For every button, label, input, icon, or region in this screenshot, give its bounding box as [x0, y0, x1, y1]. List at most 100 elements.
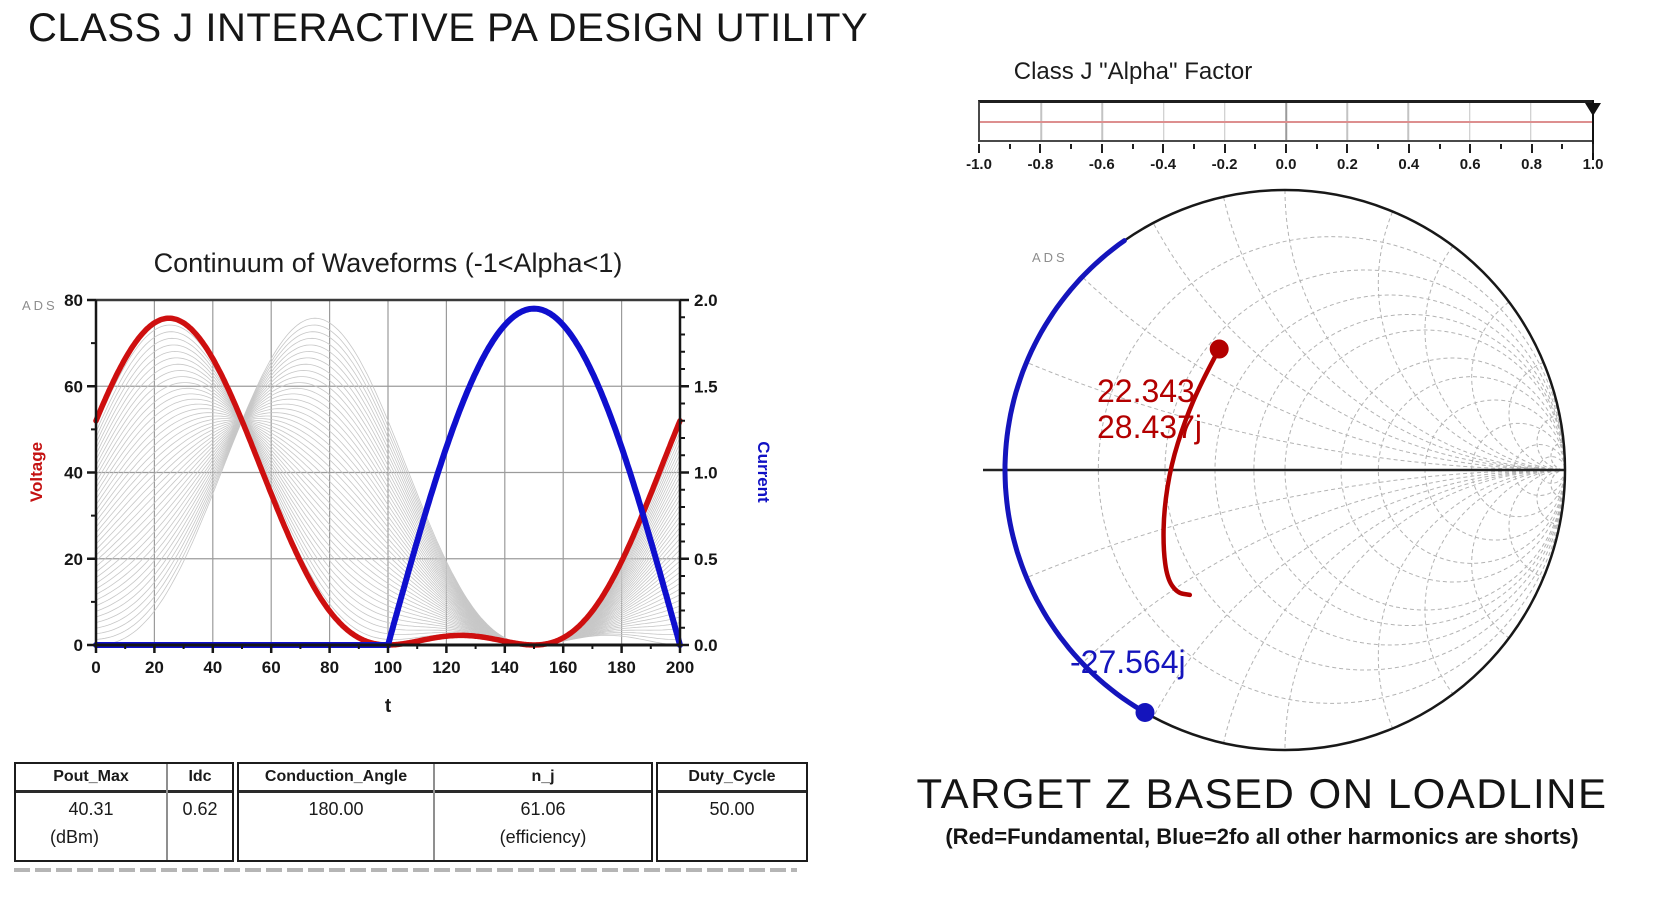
alpha-slider-ticks: [978, 144, 1594, 154]
table-col-conduction-angle: Conduction_Angle 180.00: [239, 764, 433, 860]
table-col-duty-cycle: Duty_Cycle 50.00: [658, 764, 806, 860]
svg-text:60: 60: [64, 377, 83, 396]
svg-text:200: 200: [666, 658, 694, 677]
smith-chart-plot: [983, 188, 1567, 752]
slider-tick: [978, 144, 980, 153]
column-header: Conduction_Angle: [239, 764, 433, 793]
alpha-slider-title: Class J "Alpha" Factor: [1013, 58, 1253, 85]
table-cell: 0.62: [182, 799, 218, 819]
svg-text:20: 20: [145, 658, 164, 677]
slider-tick: [1223, 144, 1226, 153]
table-group-output: Pout_Max 40.31 (dBm) Idc 0.62: [14, 762, 234, 862]
svg-text:140: 140: [491, 658, 519, 677]
slider-tick: [1039, 144, 1042, 153]
waveform-chart-panel: Continuum of Waveforms (-1<Alpha<1) ADS …: [18, 246, 782, 726]
table-group-duty-cycle: Duty_Cycle 50.00: [656, 762, 808, 862]
second-harmonic-marker[interactable]: [1135, 702, 1155, 722]
column-header: Idc: [168, 764, 232, 793]
smith-chart-panel: ADS 22.343 28.437j -27.564j: [975, 178, 1595, 778]
slider-tick: [1530, 144, 1533, 153]
slider-tick: [1592, 144, 1594, 153]
slider-tick: [1162, 144, 1165, 153]
slider-tick-label: -0.2: [1211, 156, 1238, 173]
svg-text:180: 180: [607, 658, 635, 677]
table-cell: 61.06 (efficiency): [499, 799, 587, 847]
target-z-heading: TARGET Z BASED ON LOADLINE: [916, 770, 1608, 817]
slider-tick-label: -0.6: [1088, 156, 1115, 173]
svg-text:40: 40: [203, 658, 222, 677]
slider-tick: [1285, 144, 1287, 153]
slider-tick: [1407, 144, 1410, 153]
target-z-subheading: (Red=Fundamental, Blue=2fo all other har…: [945, 824, 1579, 849]
svg-text:0.5: 0.5: [694, 550, 718, 569]
table-col-n-j: n_j 61.06 (efficiency): [433, 764, 651, 860]
slider-tick: [1438, 144, 1441, 149]
target-z-caption: TARGET Z BASED ON LOADLINE (Red=Fundamen…: [880, 770, 1644, 850]
svg-text:0.0: 0.0: [694, 636, 718, 655]
results-table: Pout_Max 40.31 (dBm) Idc 0.62 Conduction…: [14, 762, 808, 862]
waveform-chart-title: Continuum of Waveforms (-1<Alpha<1): [153, 248, 623, 278]
svg-text:2.0: 2.0: [694, 291, 718, 310]
slider-tick: [1377, 144, 1380, 149]
svg-text:40: 40: [64, 464, 83, 483]
table-group-angle-efficiency: Conduction_Angle 180.00 n_j 61.06 (effic…: [237, 762, 653, 862]
table-underline: [14, 868, 797, 872]
svg-text:1.0: 1.0: [694, 464, 718, 483]
alpha-slider-tick-labels: -1.0 -0.8 -0.6 -0.4 -0.2 0.0 0.2 0.4 0.6 0.8 1.0: [966, 156, 1603, 176]
ads-watermark: ADS: [22, 298, 58, 313]
fundamental-impedance-label: 22.343 28.437j: [1097, 373, 1202, 446]
alpha-slider-track[interactable]: [978, 100, 1594, 142]
svg-text:0: 0: [91, 658, 100, 677]
svg-text:0: 0: [74, 636, 83, 655]
svg-text:80: 80: [320, 658, 339, 677]
svg-text:100: 100: [374, 658, 402, 677]
svg-text:60: 60: [262, 658, 281, 677]
fundamental-marker[interactable]: [1209, 339, 1229, 359]
slider-tick: [1070, 144, 1073, 149]
svg-text:20: 20: [64, 550, 83, 569]
slider-tick-label: 0.2: [1336, 156, 1358, 173]
slider-tick: [1131, 144, 1134, 149]
slider-tick-label: -0.8: [1027, 156, 1054, 173]
slider-thumb-line: [1591, 100, 1595, 160]
column-header: Duty_Cycle: [658, 764, 806, 793]
slider-tick-label: 0.8: [1521, 156, 1543, 173]
waveform-plot: 0 20 40 60 80 0.0 0.5 1.0 1.5 2.0 0 20 40 60 80 100 120 1…: [64, 291, 718, 677]
voltage-axis-label: Voltage: [27, 441, 46, 503]
svg-text:1.5: 1.5: [694, 377, 718, 396]
alpha-slider-value-line: [980, 120, 1592, 123]
slider-tick: [1315, 144, 1318, 149]
fundamental-trace: [1161, 346, 1222, 598]
second-harmonic-arc: [1002, 238, 1144, 713]
table-col-pout-max: Pout_Max 40.31 (dBm): [16, 764, 166, 860]
time-axis-label: t: [384, 696, 392, 717]
slider-tick: [1499, 144, 1502, 149]
slider-tick-label: -0.4: [1150, 156, 1177, 173]
column-header: Pout_Max: [16, 764, 166, 793]
table-cell: 40.31 (dBm): [50, 799, 114, 847]
svg-text:120: 120: [432, 658, 460, 677]
slider-tick: [1008, 144, 1011, 149]
fundamental-resistance-value: 22.343: [1097, 373, 1195, 409]
slider-tick-label: 0.0: [1275, 156, 1297, 173]
slider-tick: [1346, 144, 1349, 153]
table-cell: 50.00: [709, 799, 755, 819]
table-col-idc: Idc 0.62: [166, 764, 232, 860]
slider-tick: [1469, 144, 1472, 153]
ads-watermark: ADS: [1032, 250, 1068, 265]
svg-text:80: 80: [64, 291, 83, 310]
second-harmonic-impedance-label: -27.564j: [1070, 644, 1186, 680]
page-title: CLASS J INTERACTIVE PA DESIGN UTILITY: [28, 6, 869, 50]
slider-thumb-triangle-icon: [1585, 103, 1601, 116]
column-header: n_j: [435, 764, 651, 793]
slider-tick-label: 0.4: [1398, 156, 1420, 173]
current-axis-label: Current: [754, 441, 773, 503]
slider-tick: [1192, 144, 1195, 149]
fundamental-reactance-value: 28.437j: [1097, 408, 1202, 445]
slider-tick: [1561, 144, 1564, 149]
slider-tick: [1100, 144, 1103, 153]
slider-tick: [1254, 144, 1257, 149]
waveform-axis-ticks: 0 20 40 60 80 0.0 0.5 1.0 1.5 2.0 0 20 40 60 80 100 120 1…: [64, 291, 718, 677]
alpha-slider-panel: Class J "Alpha" Factor -1.0 -0.8 -0.6 -0.4-…: [966, 58, 1603, 193]
